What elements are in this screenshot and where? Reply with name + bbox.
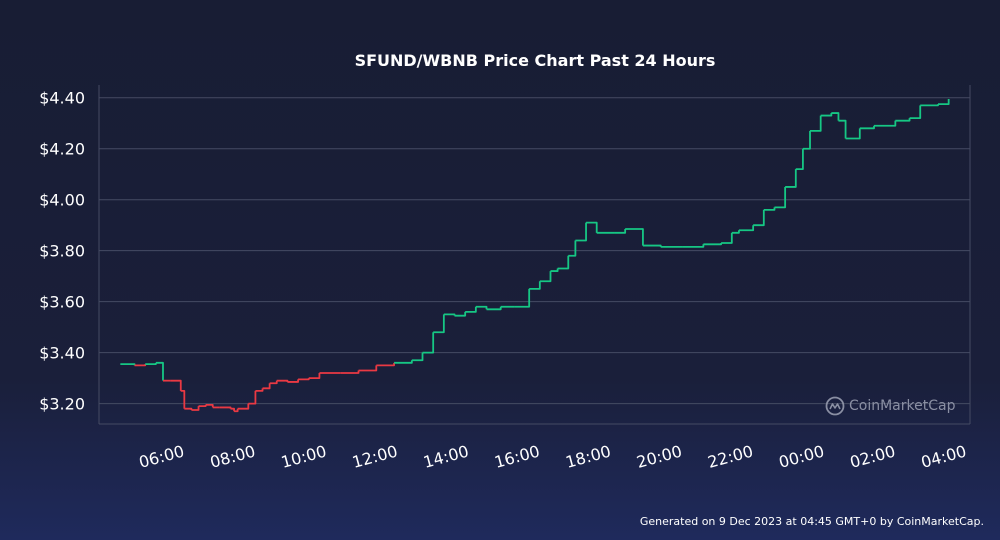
y-tick-label: $4.00 <box>39 191 85 210</box>
price-line-segment <box>785 169 797 188</box>
price-line-segment <box>465 306 477 313</box>
price-line-segment <box>568 240 577 257</box>
price-line-segment <box>721 232 733 244</box>
x-tick-label: 14:00 <box>421 442 470 472</box>
price-line-segment <box>514 288 531 308</box>
price-line-segment <box>845 128 861 140</box>
coinmarketcap-logo-icon <box>825 396 845 416</box>
price-line-segment <box>763 207 776 211</box>
price-line-segment <box>170 379 182 391</box>
price-line-segment <box>145 362 157 366</box>
price-line-segment <box>486 306 502 311</box>
price-line-segment <box>575 222 587 242</box>
price-line-segment <box>184 407 193 410</box>
price-line-segment <box>443 313 456 316</box>
x-tick-label: 06:00 <box>137 442 186 472</box>
price-line-segment <box>454 311 467 317</box>
price-line-segment <box>394 360 413 364</box>
price-line-segment <box>255 388 264 392</box>
price-line-segment <box>920 104 939 107</box>
price-line-segment <box>586 221 598 233</box>
price-line-segment <box>191 406 200 411</box>
price-line-segment <box>340 370 360 374</box>
y-tick-label: $3.40 <box>39 344 85 363</box>
price-line-segment <box>614 229 627 234</box>
price-line-segment <box>298 378 310 381</box>
x-tick-label: 08:00 <box>208 442 257 472</box>
price-line-segment <box>180 389 186 409</box>
price-line-segment <box>859 125 875 130</box>
watermark-text: CoinMarketCap <box>849 398 956 414</box>
price-line-segment <box>774 186 787 209</box>
x-axis-ticks: 06:00 08:00 10:00 12:00 14:00 16:00 18:00 20:00… <box>137 442 969 472</box>
x-tick-label: 16:00 <box>492 442 541 472</box>
y-tick-label: $3.20 <box>39 395 85 414</box>
price-line-segment <box>795 148 804 171</box>
price-line-segment <box>376 362 395 367</box>
price-line-segment <box>642 244 662 247</box>
y-tick-label: $4.20 <box>39 140 85 159</box>
price-line-segment <box>625 228 644 246</box>
price-line-segment <box>938 99 950 106</box>
price-line-segment <box>557 255 570 270</box>
price-line-segment <box>205 403 214 408</box>
y-tick-label: $4.40 <box>39 89 85 108</box>
price-line-segment <box>810 115 822 132</box>
price-line-segment <box>738 225 755 232</box>
y-tick-label: $3.60 <box>39 293 85 312</box>
price-line-segment <box>219 406 232 409</box>
watermark: CoinMarketCap <box>825 396 955 416</box>
y-axis-ticks: $3.20 $3.40 $3.60 $3.80 $4.00 $4.20 $4.40 <box>39 89 85 414</box>
price-line-segment <box>308 373 321 380</box>
price-line-segment <box>753 209 765 227</box>
x-tick-label: 04:00 <box>919 442 968 472</box>
price-line-segment <box>269 380 278 385</box>
price-line-segment <box>682 244 705 248</box>
price-line-segment <box>287 379 299 383</box>
price-line-segment <box>909 105 922 120</box>
price-line-segment <box>539 271 552 283</box>
x-tick-label: 10:00 <box>279 442 328 472</box>
price-line-segment <box>550 268 559 272</box>
price-line-segment <box>248 390 257 405</box>
price-line-segment <box>358 365 378 372</box>
price-line-segment <box>237 403 250 410</box>
price-line-segment <box>475 305 488 310</box>
price-line-segment <box>422 332 435 354</box>
price-line-segment <box>731 230 740 234</box>
price-line-segment <box>120 363 136 366</box>
chart-title: SFUND/WBNB Price Chart Past 24 Hours <box>355 51 716 70</box>
price-line-segment <box>134 364 147 367</box>
price-line-segment <box>820 113 833 117</box>
price-line-segment <box>529 281 541 290</box>
price-line-segment <box>703 243 723 246</box>
x-tick-label: 22:00 <box>706 442 755 472</box>
footer-note: Generated on 9 Dec 2023 at 04:45 GMT+0 b… <box>639 515 984 528</box>
x-tick-label: 18:00 <box>563 442 612 472</box>
y-tick-label: $3.80 <box>39 242 85 261</box>
price-line-segment <box>874 120 897 127</box>
x-tick-label: 12:00 <box>350 442 399 472</box>
price-line-segment <box>230 407 235 412</box>
price-line-segment <box>198 404 207 408</box>
price-line-segment <box>802 130 811 150</box>
price-line-segment <box>411 352 424 362</box>
price-line-segment <box>433 314 445 334</box>
x-tick-label: 02:00 <box>848 442 897 472</box>
price-line-segment <box>155 361 164 381</box>
price-line-segment <box>831 112 840 121</box>
grid-lines <box>98 85 971 425</box>
price-line-segment <box>838 119 847 139</box>
price-line-segment <box>262 383 271 390</box>
price-line-segment <box>276 379 289 382</box>
x-tick-label: 00:00 <box>777 442 826 472</box>
price-series <box>120 99 950 413</box>
x-tick-label: 20:00 <box>635 442 684 472</box>
price-line-segment <box>895 118 911 122</box>
